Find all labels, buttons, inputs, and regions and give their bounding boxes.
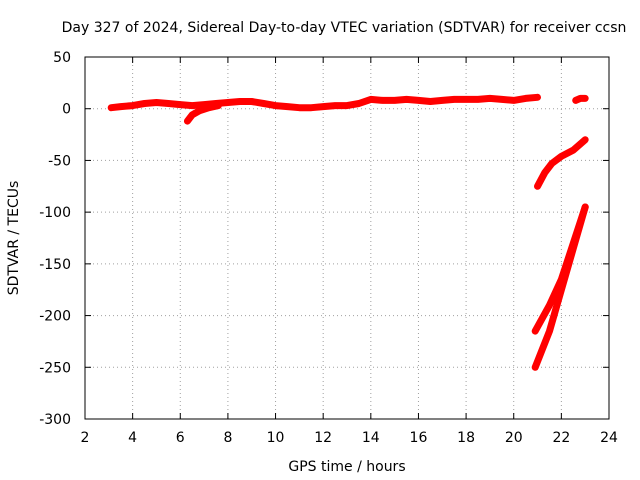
chart-title: Day 327 of 2024, Sidereal Day-to-day VTE… [62, 20, 627, 36]
data-point [367, 96, 374, 103]
y-tick-label: -50 [48, 153, 71, 169]
data-point [582, 136, 589, 143]
x-tick-label: 16 [410, 430, 428, 446]
x-tick-label: 4 [128, 430, 137, 446]
data-point [260, 100, 267, 107]
plot-frame [84, 56, 610, 420]
data-point [582, 95, 589, 102]
data-point [355, 100, 362, 107]
data-point [236, 98, 243, 105]
x-tick-label: 2 [81, 430, 90, 446]
data-point [522, 95, 529, 102]
y-tick-label: -300 [39, 412, 71, 428]
data-point [141, 100, 148, 107]
y-axis-label: SDTVAR / TECUs [6, 181, 22, 296]
data-point [320, 103, 327, 110]
y-tick-label: -200 [39, 309, 71, 325]
data-point [296, 104, 303, 111]
data-point [272, 102, 279, 109]
data-point [205, 104, 212, 111]
data-point [108, 104, 115, 111]
y-tick-label: 50 [53, 50, 71, 66]
data-point [284, 103, 291, 110]
data-point [541, 169, 548, 176]
grid-lines [85, 57, 609, 419]
data-point [379, 97, 386, 104]
data-point [532, 328, 539, 335]
data-point [332, 102, 339, 109]
data-point [486, 95, 493, 102]
axis-ticks: 2 4 6 8 10 12 14 16 18 20 22 24500-50-100-150-200-2… [39, 50, 618, 446]
data-point [532, 364, 539, 371]
data-point [177, 101, 184, 108]
x-tick-label: 22 [552, 430, 570, 446]
data-point [308, 104, 315, 111]
data-point [403, 96, 410, 103]
data-point [153, 99, 160, 106]
data-point [415, 97, 422, 104]
x-tick-label: 20 [505, 430, 523, 446]
data-point [582, 203, 589, 210]
data-point [248, 98, 255, 105]
y-tick-label: -100 [39, 205, 71, 221]
data-point [439, 97, 446, 104]
x-tick-label: 14 [362, 430, 380, 446]
data-point [498, 96, 505, 103]
data-point [451, 96, 458, 103]
data-point [391, 97, 398, 104]
x-tick-label: 6 [176, 430, 185, 446]
data-point [570, 245, 577, 252]
y-tick-label: -150 [39, 257, 71, 273]
data-point [165, 100, 172, 107]
data-point [572, 97, 579, 104]
data-point [558, 286, 565, 293]
data-point [546, 328, 553, 335]
data-point [534, 183, 541, 190]
data-point [558, 153, 565, 160]
x-tick-label: 12 [314, 430, 332, 446]
data-point [534, 94, 541, 101]
y-tick-label: 0 [62, 102, 71, 118]
data-point [224, 99, 231, 106]
data-point [548, 160, 555, 167]
data-point [546, 302, 553, 309]
x-tick-label: 10 [267, 430, 285, 446]
series-line-recovery [534, 136, 589, 190]
data-point [570, 147, 577, 154]
x-tick-label: 8 [223, 430, 232, 446]
data-point [427, 98, 434, 105]
data-point [577, 95, 584, 102]
x-axis-label: GPS time / hours [288, 459, 405, 475]
series-group [107, 93, 589, 371]
data-point [215, 102, 222, 109]
data-point [184, 118, 191, 125]
data-point [344, 102, 350, 109]
data-point [475, 96, 481, 103]
data-point [463, 96, 470, 103]
data-point [196, 107, 203, 114]
y-tick-label: -250 [39, 360, 71, 376]
data-point [189, 111, 196, 118]
data-point [117, 103, 124, 110]
x-tick-label: 18 [457, 430, 475, 446]
data-point [510, 97, 517, 104]
x-tick-label: 24 [600, 430, 618, 446]
data-point [189, 102, 196, 109]
data-point [129, 102, 136, 109]
